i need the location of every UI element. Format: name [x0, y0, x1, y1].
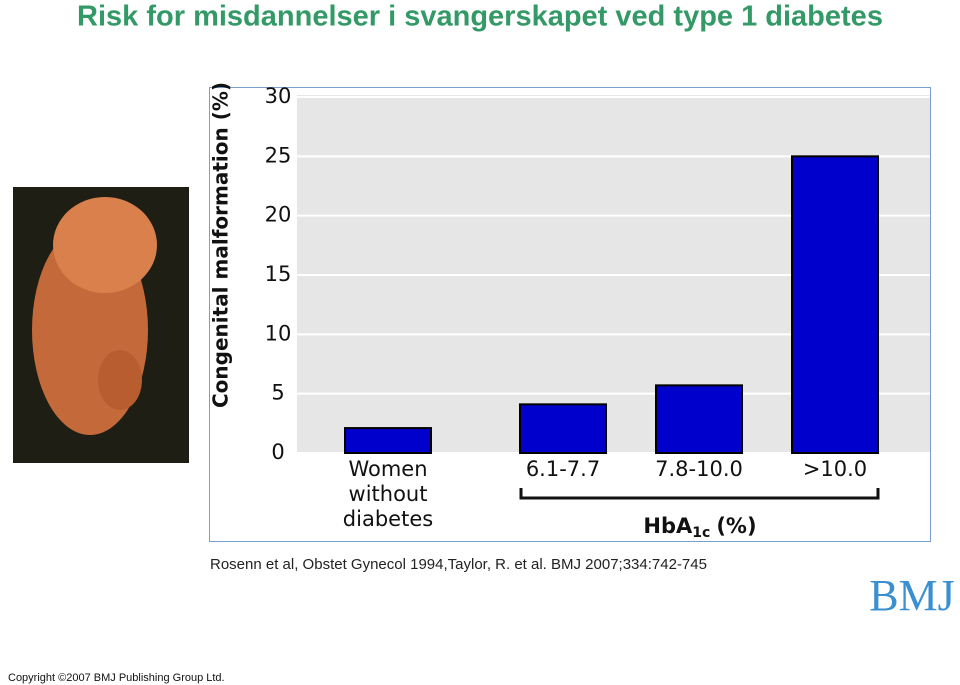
copyright: Copyright ©2007 BMJ Publishing Group Ltd…	[8, 672, 225, 684]
embryo-photo	[13, 187, 189, 463]
x-axis-label: HbA1c (%)	[643, 514, 756, 541]
y-tick-label: 0	[271, 440, 284, 464]
bmj-logo: BMJ	[869, 571, 955, 620]
hba1c-bracket	[519, 488, 880, 500]
bar	[344, 427, 432, 454]
y-tick-label: 25	[265, 143, 292, 167]
x-tick-label: Women without diabetes	[342, 457, 434, 531]
x-tick-label: >10.0	[802, 457, 868, 481]
y-axis-label: Congenital malformation (%)	[209, 82, 233, 408]
y-tick-label: 10	[265, 321, 292, 345]
x-tick-label: 7.8-10.0	[655, 457, 743, 481]
y-tick-label: 5	[271, 381, 284, 405]
y-tick-label: 30	[265, 84, 292, 108]
slide-title: Risk for misdannelser i svangerskapet ve…	[77, 1, 883, 33]
citation: Rosenn et al, Obstet Gynecol 1994,Taylor…	[210, 556, 707, 573]
bar	[519, 403, 607, 455]
y-tick-label: 15	[265, 262, 292, 286]
bar	[791, 155, 879, 454]
bar	[655, 384, 743, 454]
y-tick-label: 20	[265, 203, 292, 227]
x-tick-label: 6.1-7.7	[525, 457, 601, 481]
